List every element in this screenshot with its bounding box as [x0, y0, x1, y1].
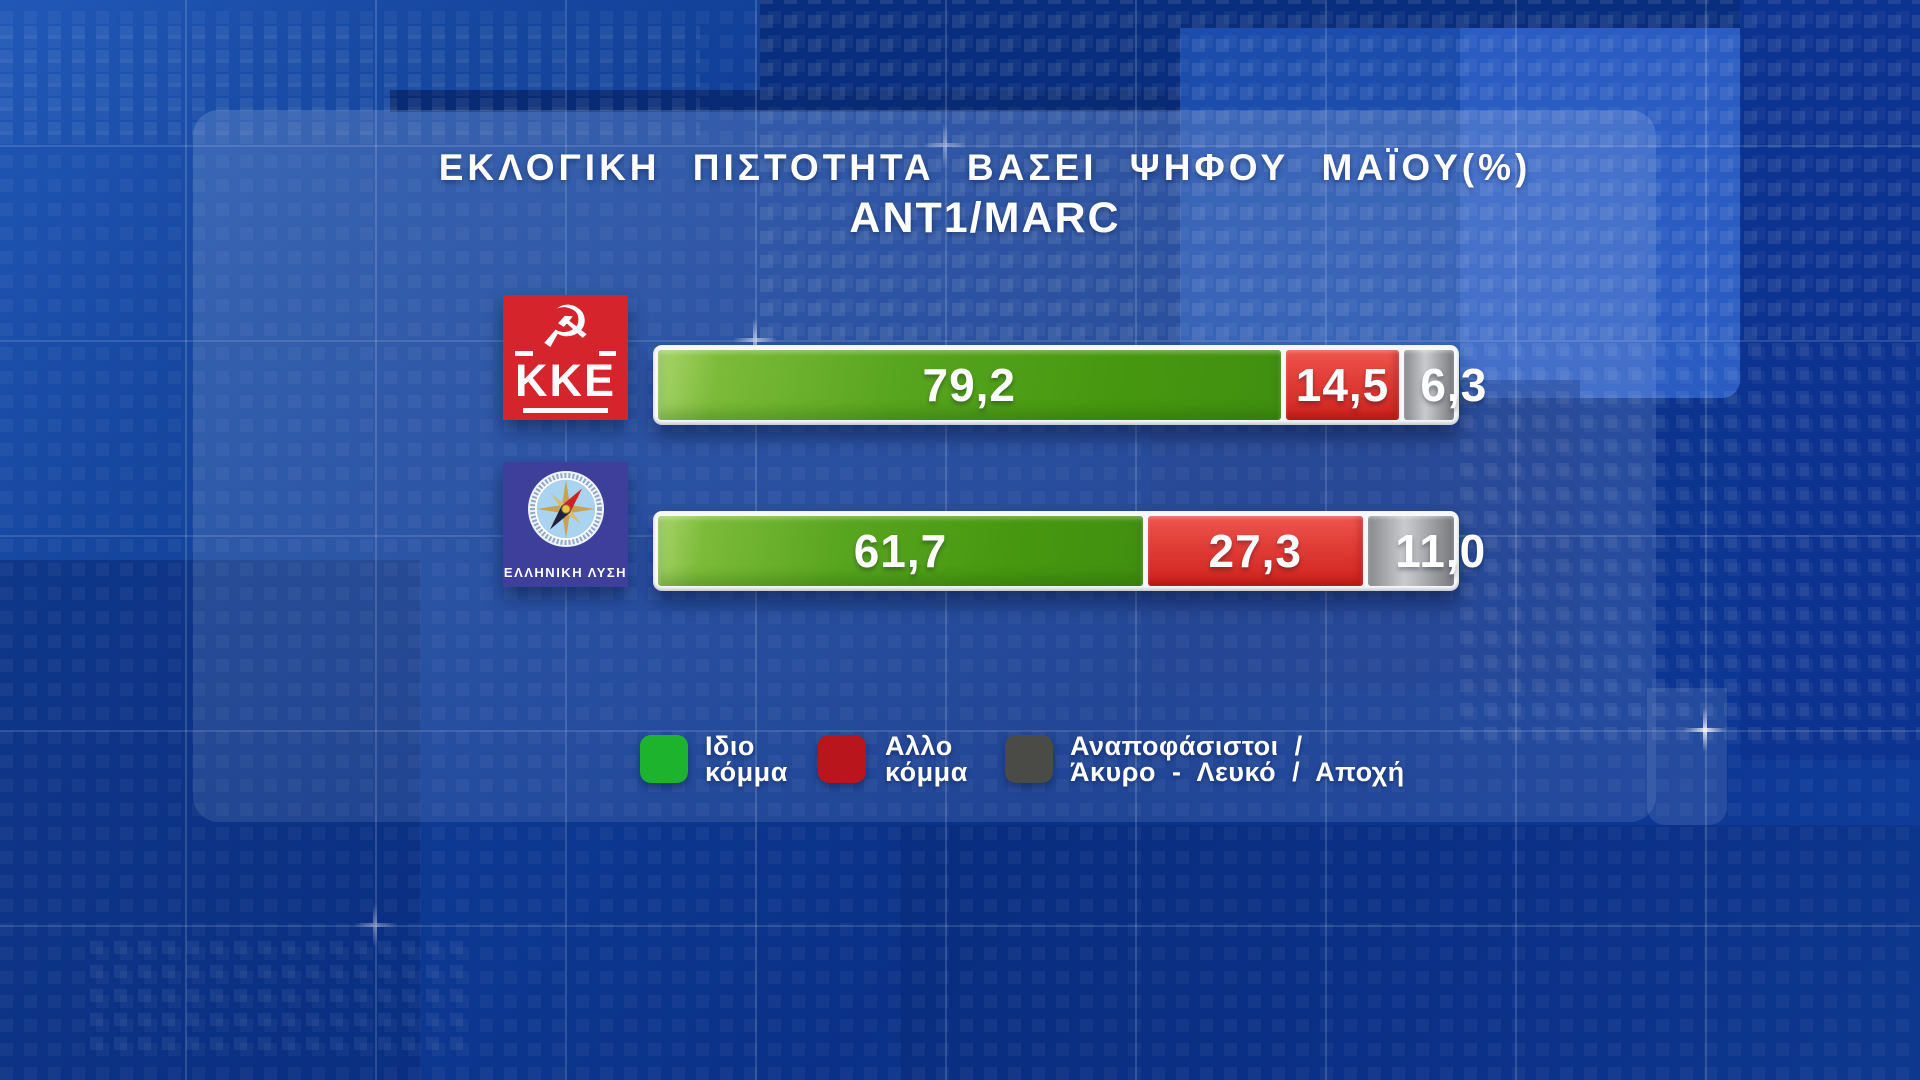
bg-patch: [1740, 0, 1920, 760]
legend-swatch-undecided: [1005, 735, 1053, 783]
legend-label-line: κόμμα: [885, 757, 968, 787]
dot-pattern: [90, 930, 470, 1050]
bar-segment-own: 61,7: [658, 516, 1143, 586]
kke-logo-underline: [523, 408, 608, 413]
bg-patch: [900, 825, 1920, 1080]
segment-value-label: 61,7: [853, 525, 948, 577]
grid-line: [185, 0, 187, 1080]
bar-segment-undecided: 11,0: [1367, 516, 1487, 586]
sparkle-glint: [1683, 708, 1727, 752]
segment-value-label: 27,3: [1208, 525, 1303, 577]
grid-line: [375, 0, 377, 1080]
grid-line: [0, 340, 1920, 342]
legend-label-line: Άκυρο - Λευκό / Αποχή: [1070, 757, 1405, 787]
dot-pattern: [760, 0, 1920, 340]
legend-swatch-own-party: [640, 735, 688, 783]
dot-pattern: [0, 25, 700, 135]
compass-icon: [527, 471, 604, 547]
legend-label-line: κόμμα: [705, 757, 788, 787]
grid-line: [0, 145, 1920, 147]
legend-label-own-party: Ιδιο κόμμα: [705, 731, 788, 787]
sparkle-glint: [353, 903, 397, 947]
bg-patch: [0, 560, 420, 1080]
stacked-bar-kke: 79,2 14,5 6,3: [653, 345, 1488, 425]
segment-value-label: 14,5: [1295, 359, 1390, 411]
bar-segment-other: 14,5: [1285, 350, 1400, 420]
grid-line: [1705, 0, 1707, 1080]
party-logo-elliniki-lysi: ΕΛΛΗΝΙΚΗ ΛΥΣΗ: [503, 462, 628, 587]
legend-label-line: Αναποφάσιστοι /: [1070, 731, 1303, 761]
stacked-bar-elliniki-lysi: 61,7 27,3 11,0: [653, 511, 1487, 591]
bg-patch: [1647, 688, 1727, 825]
bg-patch: [1180, 28, 1470, 358]
chart-subtitle: ΑΝΤ1/MARC: [849, 194, 1121, 242]
bar-segment-other: 27,3: [1147, 516, 1363, 586]
bar-segment-own: 79,2: [658, 350, 1281, 420]
content-panel: [193, 110, 1656, 822]
legend-label-line: Ιδιο: [705, 731, 755, 761]
legend-swatch-other-party: [818, 735, 866, 783]
legend-label-line: Αλλο: [885, 731, 953, 761]
legend-label-other-party: Αλλο κόμμα: [885, 731, 968, 787]
segment-value-label: 79,2: [922, 359, 1017, 411]
chart-title: ΕΚΛΟΓΙΚΗ ΠΙΣΤΟΤΗΤΑ ΒΑΣΕΙ ΨΗΦΟΥ ΜΑΪΟΥ(%): [438, 147, 1532, 188]
dot-pattern: [1460, 340, 1920, 740]
sparkle-glint: [923, 123, 967, 167]
party-logo-kke: ☭ KKE: [503, 295, 628, 420]
grid-line: [1515, 0, 1517, 1080]
grid-line: [0, 730, 1920, 732]
bg-patch: [1460, 28, 1740, 398]
grid-line: [0, 925, 1920, 927]
bg-patch: [390, 90, 1220, 112]
sparkle-glint: [733, 318, 777, 362]
segment-value-label: 6,3: [1420, 359, 1488, 411]
elliniki-lysi-logo-label: ΕΛΛΗΝΙΚΗ ΛΥΣΗ: [503, 565, 628, 580]
hammer-and-sickle-icon: ☭: [532, 297, 599, 359]
kke-logo-label: KKE: [514, 355, 616, 406]
segment-value-label: 11,0: [1395, 525, 1487, 577]
legend-label-undecided: Αναποφάσιστοι / Άκυρο - Λευκό / Αποχή: [1070, 731, 1405, 787]
bar-segment-undecided: 6,3: [1404, 350, 1488, 420]
